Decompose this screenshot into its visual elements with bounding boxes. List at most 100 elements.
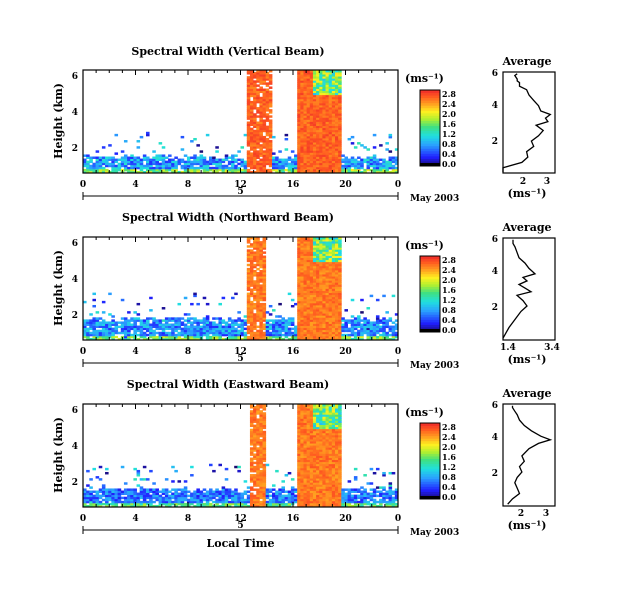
heatmap-cell	[140, 136, 144, 138]
heatmap-cell	[250, 410, 254, 412]
heatmap-cell	[215, 324, 219, 326]
x-tick-label: 16	[287, 180, 300, 190]
heatmap-cell	[149, 317, 153, 319]
heatmap-cell	[225, 478, 229, 480]
heatmap-cell	[121, 497, 125, 499]
heatmap-cell	[259, 470, 263, 472]
heatmap-cell	[137, 326, 141, 328]
heatmap-cell	[178, 332, 182, 334]
heatmap-cell	[285, 503, 289, 505]
heatmap-cell	[155, 336, 159, 338]
heatmap-cell	[102, 146, 106, 148]
heatmap-cell	[108, 144, 112, 146]
heatmap-cell	[285, 159, 289, 161]
heatmap-cell	[187, 495, 191, 497]
heatmap-cell	[149, 297, 153, 299]
heatmap-cell	[247, 326, 251, 328]
heatmap-cell	[99, 466, 103, 468]
heatmap-cell	[184, 486, 188, 488]
heatmap-cell	[140, 501, 144, 503]
heatmap-cell	[209, 336, 213, 338]
heatmap-cell	[234, 466, 238, 468]
heatmap-cell	[92, 495, 96, 497]
heatmap-cell	[187, 157, 191, 159]
heatmap-cell	[263, 332, 267, 334]
heatmap-cell	[341, 334, 345, 336]
heatmap-cell	[212, 317, 216, 319]
heatmap-cell	[256, 89, 260, 91]
heatmap-cell	[247, 268, 251, 270]
heatmap-cell	[196, 157, 200, 159]
heatmap-cell	[181, 159, 185, 161]
heatmap-cell	[108, 163, 112, 165]
heatmap-cell	[259, 97, 263, 99]
heatmap-cell	[269, 86, 273, 88]
heatmap-cell	[196, 144, 200, 146]
heatmap-cell	[152, 488, 156, 490]
heatmap-cell	[190, 303, 194, 305]
heatmap-cell	[171, 466, 175, 468]
heatmap-cell	[190, 466, 194, 468]
heatmap-cell	[99, 478, 103, 480]
heatmap-cell	[133, 157, 137, 159]
heatmap-cell	[115, 321, 119, 323]
heatmap-cell	[111, 488, 115, 490]
heatmap-cell	[379, 334, 383, 336]
heatmap-cell	[269, 499, 273, 501]
heatmap-cell	[96, 476, 100, 478]
heatmap-cell	[146, 488, 150, 490]
heatmap-cell	[196, 167, 200, 169]
heatmap-cell	[256, 122, 260, 124]
heatmap-cell	[294, 326, 298, 328]
heatmap-cell	[266, 138, 270, 140]
heatmap-cell	[171, 501, 175, 503]
heatmap-cell	[259, 439, 263, 441]
heatmap-cell	[215, 499, 219, 501]
heatmap-cell	[367, 319, 371, 321]
x-tick-label: 0	[80, 347, 86, 357]
heatmap-cell	[143, 154, 147, 156]
heatmap-cell	[351, 315, 355, 317]
heatmap-cell	[241, 146, 245, 148]
heatmap-cell	[171, 159, 175, 161]
heatmap-cell	[363, 159, 367, 161]
heatmap-cell	[272, 309, 276, 311]
heatmap-cell	[285, 491, 289, 493]
heatmap-cell	[152, 317, 156, 319]
heatmap-cell	[247, 169, 251, 171]
heatmap-cell	[89, 319, 93, 321]
colorbar-tick-label: 2.8	[442, 89, 456, 99]
heatmap-cell	[99, 501, 103, 503]
heatmap-cell	[382, 295, 386, 297]
heatmap-cell	[250, 101, 254, 103]
heatmap-cell	[256, 268, 260, 270]
heatmap-cell	[244, 499, 248, 501]
heatmap-cell	[193, 293, 197, 295]
heatmap-cell	[184, 313, 188, 315]
x-tick-label: 20	[339, 347, 352, 357]
heatmap-cell	[288, 293, 292, 295]
heatmap-cell	[218, 317, 222, 319]
heatmap-cell	[102, 484, 106, 486]
heatmap-cell	[99, 495, 103, 497]
heatmap-cell	[247, 336, 251, 338]
heatmap-cell	[140, 159, 144, 161]
heatmap-cell	[137, 146, 141, 148]
heatmap-cell	[143, 332, 147, 334]
heatmap-cell	[193, 317, 197, 319]
heatmap-cell	[253, 495, 257, 497]
heatmap-cell	[291, 159, 295, 161]
heatmap-cell	[206, 491, 210, 493]
heatmap-cell	[256, 107, 260, 109]
heatmap-cell	[155, 488, 159, 490]
heatmap-cell	[203, 297, 207, 299]
heatmap-cell	[215, 146, 219, 148]
heatmap-cell	[111, 328, 115, 330]
heatmap-cell	[127, 167, 131, 169]
heatmap-cell	[200, 150, 204, 152]
heatmap-cell	[130, 317, 134, 319]
heatmap-cell	[376, 159, 380, 161]
heatmap-cell	[121, 299, 125, 301]
heatmap-cell	[200, 319, 204, 321]
heatmap-cell	[263, 412, 267, 414]
